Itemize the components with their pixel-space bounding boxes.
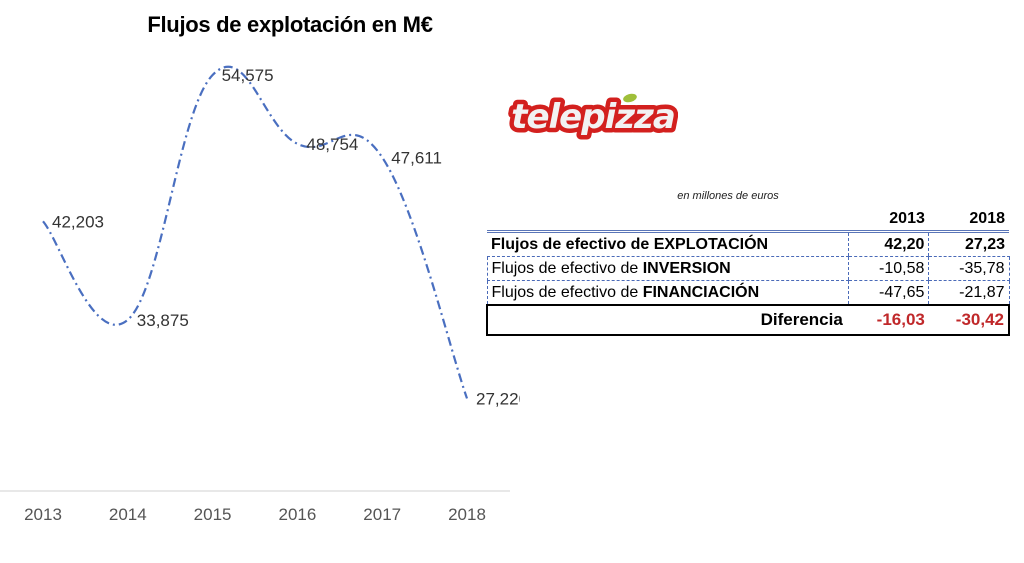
data-label: 42,203 [52, 212, 104, 231]
cell-2018: -35,78 [928, 256, 1010, 281]
row-label-emph: FINANCIACIÓN [642, 283, 760, 301]
row-label-emph: EXPLOTACIÓN [653, 235, 769, 253]
data-label: 54,575 [222, 66, 274, 85]
row-label: Flujos de efectivo de [491, 259, 643, 277]
x-tick-label: 2016 [278, 505, 316, 524]
col-header-2013: 2013 [889, 210, 925, 227]
cell-2018: -21,87 [928, 280, 1010, 306]
telepizza-logo: telepizza [508, 93, 678, 142]
cell-2013: -10,58 [848, 256, 929, 281]
data-label: 48,754 [306, 135, 358, 154]
unit-note: en millones de euros [677, 190, 779, 202]
x-tick-label: 2013 [24, 505, 62, 524]
diff-label: Diferencia [487, 304, 849, 335]
line-chart: 42,203 33,875 54,575 48,754 47,611 27,226 201… [0, 65, 520, 524]
svg-text:telepizza: telepizza [511, 97, 675, 137]
cell-2018: 27,23 [928, 231, 1009, 257]
x-tick-label: 2017 [363, 505, 401, 524]
table-row-inversion: Flujos de efectivo de INVERSION -10,58 -… [486, 256, 1010, 281]
cell-2013: 42,20 [848, 231, 929, 257]
diff-2013: -16,03 [848, 304, 929, 335]
diff-2018: -30,42 [928, 304, 1009, 335]
table-row-diferencia: Diferencia -16,03 -30,42 [487, 304, 1009, 335]
chart-title: Flujos de explotación en M€ [147, 12, 433, 37]
table-row-explotacion: Flujos de efectivo de EXPLOTACIÓN 42,20 … [487, 231, 1009, 257]
x-tick-label: 2015 [194, 505, 232, 524]
table-header-row: 2013 2018 [487, 206, 1009, 232]
data-label: 33,875 [137, 311, 189, 330]
row-label: Flujos de efectivo de [491, 283, 643, 301]
row-label-emph: INVERSION [642, 259, 731, 277]
table-row-financiacion: Flujos de efectivo de FINANCIACIÓN -47,6… [486, 280, 1010, 306]
cash-flow-table: en millones de euros 2013 2018 Flujos de… [486, 186, 1010, 336]
data-label: 47,611 [391, 148, 442, 167]
series-line [42, 65, 469, 399]
col-header-2018: 2018 [969, 210, 1005, 227]
x-tick-label: 2014 [109, 505, 147, 524]
x-tick-label: 2018 [448, 505, 486, 524]
data-label: 27,226 [476, 389, 520, 408]
cell-2013: -47,65 [848, 280, 929, 306]
row-label: Flujos de efectivo de [491, 235, 654, 253]
